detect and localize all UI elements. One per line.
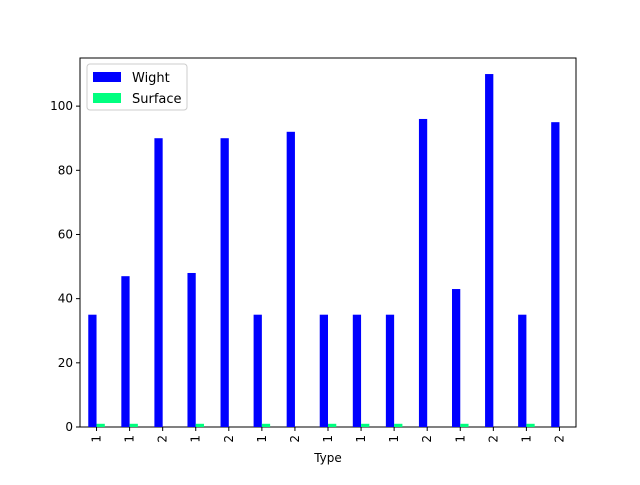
legend-label-wight: Wight (132, 71, 170, 86)
x-tick-label-2: 2 (156, 435, 170, 443)
bar-wight-0 (88, 315, 96, 427)
bar-surface-7 (328, 424, 336, 427)
bar-wight-9 (386, 315, 394, 427)
bar-wight-14 (551, 122, 559, 427)
bar-wight-11 (452, 289, 460, 427)
bar-wight-12 (485, 74, 493, 427)
bar-wight-8 (353, 315, 361, 427)
x-tick-label-7: 1 (321, 435, 335, 443)
legend-swatch-wight (93, 72, 121, 82)
bar-wight-3 (187, 273, 195, 427)
bar-wight-10 (419, 119, 427, 427)
y-tick-label-1: 20 (58, 356, 73, 370)
legend: Wight Surface (87, 64, 187, 110)
x-tick-label-11: 1 (453, 435, 467, 443)
y-tick-label-4: 80 (58, 163, 73, 177)
bar-wight-6 (287, 132, 295, 427)
x-tick-label-4: 2 (222, 435, 236, 443)
y-tick-label-2: 40 (58, 292, 73, 306)
bar-wight-13 (518, 315, 526, 427)
x-axis-label: Type (313, 451, 342, 465)
x-tick-label-0: 1 (90, 435, 104, 443)
x-tick-label-8: 1 (354, 435, 368, 443)
bar-wight-5 (254, 315, 262, 427)
x-tick-label-12: 2 (486, 435, 500, 443)
bar-surface-3 (196, 424, 204, 427)
x-tick-label-14: 2 (552, 435, 566, 443)
x-tick-label-3: 1 (189, 435, 203, 443)
bar-wight-4 (221, 138, 229, 427)
x-tick-label-13: 1 (519, 435, 533, 443)
x-tick-label-6: 2 (288, 435, 302, 443)
legend-label-surface: Surface (132, 92, 182, 107)
x-tick-label-5: 1 (255, 435, 269, 443)
bar-surface-8 (361, 424, 369, 427)
x-tick-label-10: 2 (420, 435, 434, 443)
x-tick-label-1: 1 (123, 435, 137, 443)
y-tick-label-0: 0 (65, 420, 73, 434)
bar-surface-1 (130, 424, 138, 427)
bar-wight-1 (121, 276, 129, 427)
x-tick-label-9: 1 (387, 435, 401, 443)
bar-surface-9 (394, 424, 402, 427)
y-tick-label-3: 60 (58, 227, 73, 241)
bar-wight-2 (154, 138, 162, 427)
bar-wight-7 (320, 315, 328, 427)
bar-surface-5 (262, 424, 270, 427)
y-tick-label-5: 100 (50, 99, 73, 113)
bar-surface-11 (460, 424, 468, 427)
bar-surface-13 (526, 424, 534, 427)
bar-surface-0 (97, 424, 105, 427)
legend-swatch-surface (93, 93, 121, 103)
